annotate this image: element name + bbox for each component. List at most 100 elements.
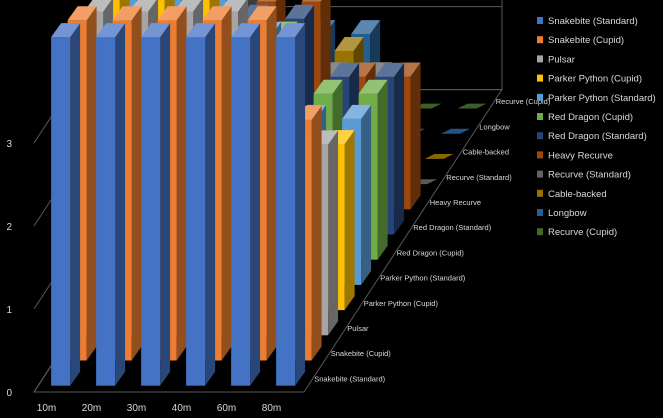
legend-item: Red Dragon (Cupid) [537, 112, 633, 123]
bar-snakebite-standard-60m [231, 23, 261, 386]
legend-swatch [537, 113, 543, 120]
legend-item: Red Dragon (Standard) [537, 131, 647, 142]
depth-tick-label: Parker Python (Standard) [380, 274, 466, 283]
depth-tick-label: Red Dragon (Cupid) [397, 248, 465, 257]
legend-item: Cable-backed [537, 189, 607, 200]
bar-top [276, 23, 306, 38]
legend-swatch [537, 189, 543, 197]
legend-swatch [537, 228, 543, 236]
bar-side [394, 62, 405, 235]
bar-side [221, 6, 232, 361]
bar-front [96, 37, 116, 386]
x-axis-ticks: 10m 20m 30m 40m 60m 80m [37, 403, 281, 414]
y-tick-label: 0 [6, 388, 12, 399]
legend-swatch [537, 93, 543, 101]
legend-label: Pulsar [548, 54, 575, 65]
bar-longbow-80m [441, 128, 471, 134]
bar-top [51, 23, 81, 38]
bar-snakebite-standard-10m [51, 23, 81, 386]
legend-swatch [537, 209, 543, 216]
bar-side [295, 23, 306, 386]
legend-item: Heavy Recurve [537, 150, 613, 161]
depth-tick-label: Red Dragon (Standard) [413, 223, 491, 232]
depth-tick-label: Heavy Recurve [430, 198, 481, 207]
bar-top [141, 23, 171, 38]
bar-side [205, 23, 216, 386]
legend-item: Recurve (Cupid) [537, 227, 617, 238]
bar-top [202, 6, 232, 21]
y-axis-ticks: 0 1 2 3 [6, 139, 12, 399]
legend-swatch [537, 151, 543, 159]
bar-top [96, 23, 126, 38]
depth-tick-label: Cable-backed [463, 148, 509, 157]
depth-tick-label: Snakebite (Standard) [314, 374, 385, 383]
depth-tick-label: Recurve (Standard) [446, 173, 512, 182]
bar-floor [441, 128, 471, 134]
legend-swatch [537, 36, 543, 44]
depth-axis-ticks: Snakebite (Standard) Snakebite (Cupid) Pul… [314, 97, 551, 383]
bar-top [358, 79, 388, 94]
x-tick-label: 30m [127, 403, 146, 414]
bar-top [313, 79, 343, 94]
bar-snakebite-standard-40m [186, 23, 216, 386]
bar-side [410, 62, 421, 210]
bar-top [256, 0, 277, 2]
bar-side [70, 23, 81, 386]
bar-front [186, 37, 206, 386]
bar-front [276, 37, 296, 386]
legend-item: Longbow [537, 208, 587, 219]
legend-swatch [537, 55, 543, 63]
bars [51, 0, 487, 386]
bar-side [160, 23, 171, 386]
legend-label: Red Dragon (Cupid) [548, 112, 633, 123]
bar-top [330, 62, 360, 77]
x-tick-label: 40m [172, 403, 191, 414]
bar-side [250, 23, 261, 386]
bar-top [301, 0, 322, 2]
bar-top [67, 6, 97, 21]
bar-top [112, 6, 142, 21]
legend: Snakebite (Standard) Snakebite (Cupid) Pul… [537, 16, 656, 238]
legend-label: Red Dragon (Standard) [548, 131, 647, 142]
legend-label: Cable-backed [548, 189, 607, 200]
bar-front [51, 37, 71, 386]
legend-label: Snakebite (Standard) [548, 16, 638, 27]
bar-cable-backed-80m [424, 154, 454, 159]
legend-label: Longbow [548, 208, 587, 219]
y-tick-label: 1 [6, 305, 12, 316]
bar-side [377, 79, 388, 260]
bar-top [285, 4, 315, 19]
legend-label: Recurve (Standard) [548, 170, 631, 181]
depth-tick-label: Recurve (Cupid) [496, 97, 551, 106]
bar-floor [424, 154, 454, 159]
depth-tick-label: Parker Python (Cupid) [364, 299, 439, 308]
bar-top [375, 62, 405, 77]
legend-label: Recurve (Cupid) [548, 227, 617, 238]
legend-swatch [537, 170, 543, 178]
x-tick-label: 60m [217, 403, 236, 414]
bar-snakebite-standard-30m [141, 23, 171, 386]
y-tick-label: 2 [6, 222, 12, 233]
legend-swatch [537, 17, 543, 24]
depth-tick-label: Longbow [479, 122, 510, 131]
bar-top [157, 6, 187, 21]
depth-tick-label: Snakebite (Cupid) [331, 349, 392, 358]
legend-swatch [537, 74, 543, 82]
bar-top [186, 23, 216, 38]
y-tick-label: 3 [6, 139, 12, 150]
bar-front [231, 37, 251, 386]
bar-top [247, 6, 277, 21]
bar-side [176, 6, 187, 361]
bar-recurve-cupid-80m [457, 103, 487, 109]
depth-tick-label: Pulsar [347, 324, 369, 333]
bar-top [351, 20, 381, 35]
legend-label: Heavy Recurve [548, 150, 613, 161]
x-tick-label: 20m [82, 403, 101, 414]
bar-snakebite-standard-80m [276, 23, 306, 386]
bar-side [311, 105, 322, 361]
bar-side [86, 6, 97, 361]
legend-label: Parker Python (Standard) [548, 93, 656, 104]
bar-side [361, 104, 372, 285]
bar-side [266, 6, 277, 361]
